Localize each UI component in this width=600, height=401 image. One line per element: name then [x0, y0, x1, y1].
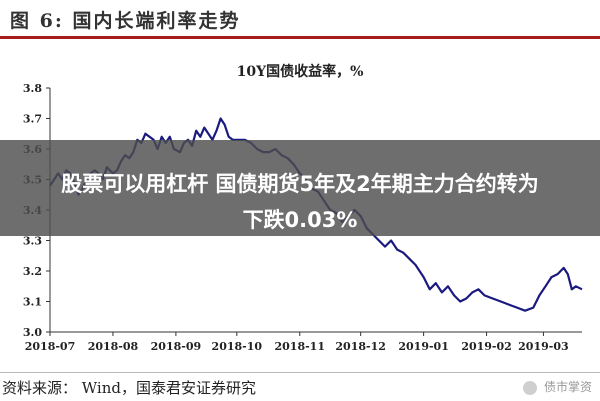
- source-note: 资料来源： Wind，国泰君安证券研究: [0, 372, 600, 401]
- x-tick-label: 2018-12: [335, 340, 386, 353]
- x-tick-label: 2018-07: [25, 340, 76, 353]
- figure-heading: 国内长端利率走势: [72, 10, 241, 32]
- watermark-text: 债市掌资: [543, 380, 592, 394]
- source-text: 资料来源： Wind，国泰君安证券研究: [2, 379, 256, 397]
- figure-header: 图 6: 国内长端利率走势: [0, 0, 600, 39]
- x-tick-label: 2019-03: [518, 340, 569, 353]
- x-tick-label: 2018-08: [88, 340, 139, 353]
- x-tick-label: 2019-01: [398, 340, 449, 353]
- x-tick-label: 2019-02: [461, 340, 512, 353]
- figure-title: 图 6: 国内长端利率走势: [10, 6, 241, 33]
- y-tick-label: 3.0: [23, 326, 42, 339]
- headline-line-2: 下跌0.03%: [242, 208, 358, 232]
- x-tick-label: 2018-11: [275, 340, 326, 353]
- y-tick-label: 3.3: [23, 235, 42, 248]
- y-tick-label: 3.1: [23, 296, 42, 309]
- chart-title: 10Y国债收益率，%: [237, 63, 364, 80]
- watermark-logo-icon: [523, 380, 538, 395]
- watermark: 债市掌资: [523, 378, 592, 395]
- y-tick-label: 3.7: [23, 113, 42, 126]
- y-tick-label: 3.8: [23, 82, 42, 95]
- headline-overlay: 股票可以用杠杆 国债期货5年及2年期主力合约转为 下跌0.03%: [0, 140, 600, 236]
- x-tick-label: 2018-09: [151, 340, 202, 353]
- x-tick-label: 2018-10: [212, 340, 263, 353]
- headline-line-1: 股票可以用杠杆 国债期货5年及2年期主力合约转为: [61, 172, 539, 196]
- y-tick-label: 3.2: [23, 265, 42, 278]
- figure-label: 图 6:: [10, 10, 64, 32]
